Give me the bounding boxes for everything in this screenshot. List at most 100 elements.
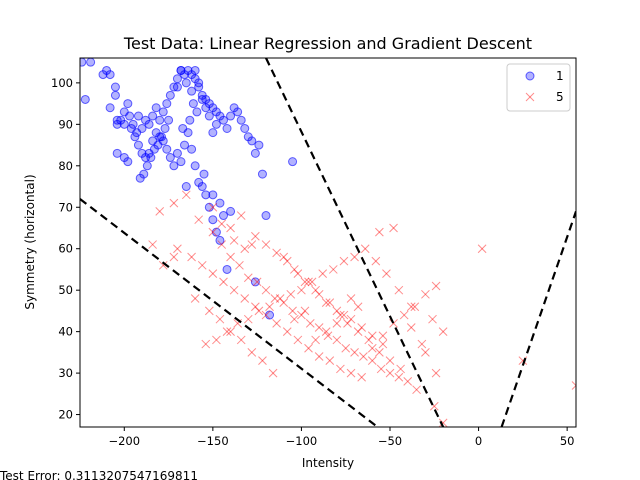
point-digit-5-66 — [332, 306, 342, 316]
point-digit-1-20 — [151, 103, 161, 113]
point-digit-1-76 — [211, 227, 221, 237]
point-digit-5-96 — [339, 256, 349, 266]
point-digit-1-51 — [261, 211, 271, 221]
point-digit-5-115 — [571, 381, 576, 390]
point-digit-5-56 — [226, 327, 235, 336]
point-digit-5-77 — [229, 236, 239, 245]
y-axis-ticks: 20 30 40 50 60 70 80 90 100 — [51, 76, 80, 422]
point-digit-1-23 — [162, 99, 172, 109]
point-digit-1-78 — [218, 211, 228, 221]
point-digit-1-94 — [201, 103, 211, 113]
point-digit-1-12 — [125, 111, 135, 121]
point-digit-5-18 — [332, 335, 342, 345]
point-digit-5-3 — [194, 215, 204, 225]
point-digit-5-6 — [226, 252, 235, 262]
y-axis-label: Symmetry (horizontal) — [23, 174, 37, 309]
point-digit-5-68 — [353, 327, 363, 336]
point-digit-5-13 — [288, 306, 297, 316]
point-digit-1-74 — [204, 202, 214, 212]
point-digit-5-108 — [212, 335, 221, 345]
point-digit-5-89 — [357, 323, 367, 332]
point-digit-5-32 — [219, 277, 228, 287]
y-tick-label: 100 — [51, 76, 73, 90]
point-digit-1-96 — [208, 128, 218, 138]
point-digit-1-50 — [257, 169, 267, 179]
y-tick-label: 40 — [58, 325, 73, 339]
point-digit-5-133 — [321, 327, 331, 336]
point-digit-5-38 — [282, 327, 292, 336]
point-digit-1-89 — [181, 78, 191, 88]
point-digit-5-25 — [394, 372, 404, 382]
point-digit-5-43 — [336, 364, 345, 374]
legend-marker-5 — [525, 92, 535, 102]
x-tick-label: −100 — [286, 434, 318, 448]
point-digit-5-17 — [323, 331, 333, 341]
point-digit-5-93 — [375, 227, 384, 237]
point-digit-1-115 — [185, 115, 195, 125]
point-digit-1-104 — [142, 161, 152, 171]
point-digit-1-44 — [236, 115, 246, 125]
point-digit-5-90 — [367, 331, 377, 341]
point-digit-5-35 — [251, 302, 260, 312]
point-digit-5-39 — [293, 335, 303, 345]
point-digit-1-113 — [199, 169, 209, 179]
y-tick-label: 90 — [58, 117, 73, 131]
point-digit-5-134 — [311, 335, 320, 345]
decision-boundary-2 — [265, 58, 445, 427]
point-digit-5-44 — [346, 368, 356, 378]
point-digit-5-135 — [300, 306, 310, 316]
point-digit-5-105 — [243, 314, 253, 324]
point-digit-5-126 — [226, 223, 235, 233]
x-tick-label: 0 — [475, 434, 482, 448]
point-digit-1-109 — [250, 277, 260, 287]
point-digit-5-94 — [360, 244, 370, 254]
point-digit-5-97 — [328, 265, 338, 274]
point-digit-5-8 — [243, 273, 253, 283]
point-digit-1-79 — [222, 264, 232, 274]
point-digit-1-83 — [112, 119, 122, 129]
point-digit-5-33 — [229, 285, 239, 295]
point-digit-1-92 — [194, 78, 204, 88]
point-digit-1-112 — [181, 182, 191, 192]
legend: 1 5 — [506, 63, 571, 112]
point-digit-5-122 — [382, 269, 391, 278]
legend-label-1: 1 — [556, 69, 564, 83]
point-digit-1-63 — [165, 153, 175, 163]
point-digit-5-19 — [341, 343, 351, 353]
point-digit-5-22 — [367, 356, 377, 366]
point-digit-5-119 — [421, 348, 430, 357]
point-digit-1-73 — [201, 190, 211, 200]
point-digit-1-65 — [172, 148, 182, 158]
point-digit-1-19 — [148, 111, 158, 121]
point-digit-5-50 — [410, 302, 420, 312]
point-digit-1-47 — [247, 136, 257, 146]
point-digit-5-69 — [364, 335, 374, 345]
point-digit-1-98 — [164, 115, 174, 125]
x-axis-label: Intensity — [302, 456, 354, 470]
point-digit-1-53 — [130, 132, 140, 142]
point-digit-1-103 — [146, 153, 156, 163]
point-digit-5-58 — [247, 348, 257, 357]
point-digit-5-125 — [217, 219, 227, 229]
point-digit-5-136 — [289, 314, 299, 324]
point-digit-1-102 — [149, 144, 159, 154]
point-digit-1-75 — [208, 215, 218, 225]
point-digit-5-12 — [279, 298, 289, 307]
point-digit-1-85 — [112, 148, 122, 158]
point-digit-5-91 — [378, 339, 388, 349]
point-digit-1-7 — [105, 103, 115, 113]
point-digit-1-45 — [240, 123, 250, 133]
point-digit-5-9 — [252, 277, 262, 287]
point-digit-5-41 — [314, 352, 324, 361]
point-digit-1-52 — [126, 123, 136, 133]
point-digit-5-14 — [297, 310, 306, 320]
point-digit-1-80 — [226, 206, 236, 216]
point-digit-5-71 — [385, 356, 395, 366]
point-digit-5-36 — [261, 310, 271, 320]
point-digit-1-116 — [188, 99, 198, 109]
point-digit-1-5 — [105, 70, 115, 80]
point-digit-5-57 — [236, 335, 246, 345]
point-digit-5-16 — [314, 323, 324, 332]
point-digit-5-104 — [254, 306, 264, 316]
